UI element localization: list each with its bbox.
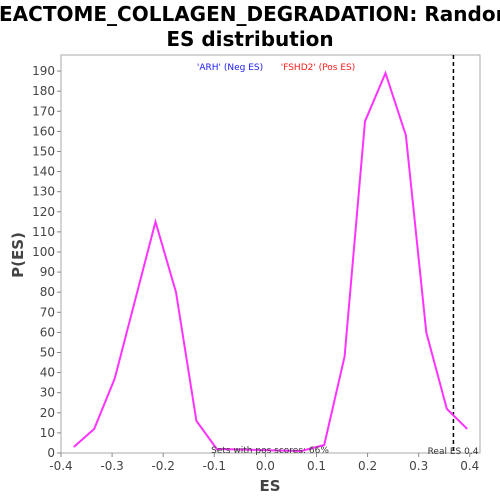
y-tick-label: 40 xyxy=(40,366,55,380)
x-tick-label: -0.1 xyxy=(203,459,226,473)
y-tick-label: 170 xyxy=(32,104,55,118)
x-axis: -0.4 -0.3 -0.2 -0.1 0.0 0.1 0.2 0.3 0.4 xyxy=(49,453,479,473)
x-tick-label: 0.4 xyxy=(460,459,479,473)
y-tick-label: 140 xyxy=(32,165,55,179)
y-tick-label: 150 xyxy=(32,144,55,158)
y-tick-label: 120 xyxy=(32,205,55,219)
x-tick-label: -0.2 xyxy=(151,459,174,473)
y-tick-label: 90 xyxy=(40,265,55,279)
x-tick-label: 0.0 xyxy=(256,459,275,473)
y-tick-label: 50 xyxy=(40,345,55,359)
y-tick-label: 180 xyxy=(32,84,55,98)
y-tick-label: 110 xyxy=(32,225,55,239)
chart-title-line1: REACTOME_COLLAGEN_DEGRADATION: Random xyxy=(0,2,500,26)
x-tick-label: 0.2 xyxy=(358,459,377,473)
y-tick-label: 10 xyxy=(40,426,55,440)
plot-area xyxy=(60,54,481,454)
y-tick-label: 100 xyxy=(32,245,55,259)
sets-with-pos-scores-label: Sets with pos scores: 66% xyxy=(211,446,329,456)
y-tick-label: 30 xyxy=(40,386,55,400)
y-axis: 0 10 20 30 40 50 60 70 80 90 100 110 120 130 140 150 160… xyxy=(32,64,61,460)
es-distribution-line xyxy=(73,70,468,453)
x-tick-label: -0.4 xyxy=(49,459,72,473)
y-tick-label: 190 xyxy=(32,64,55,78)
y-tick-label: 130 xyxy=(32,185,55,199)
chart-title-line2: ES distribution xyxy=(166,27,333,51)
x-axis-label: ES xyxy=(259,477,280,495)
y-tick-label: 160 xyxy=(32,124,55,138)
y-tick-label: 80 xyxy=(40,285,55,299)
real-es-label: Real ES 0.4 xyxy=(428,447,479,457)
x-tick-label: -0.3 xyxy=(100,459,123,473)
x-tick-label: 0.1 xyxy=(307,459,326,473)
y-tick-label: 60 xyxy=(40,325,55,339)
neg-es-label: 'ARH' (Neg ES) xyxy=(197,63,263,73)
y-tick-label: 0 xyxy=(47,446,55,460)
x-tick-label: 0.3 xyxy=(409,459,428,473)
y-axis-label: P(ES) xyxy=(9,232,27,278)
y-tick-label: 20 xyxy=(40,406,55,420)
y-tick-label: 70 xyxy=(40,305,55,319)
pos-es-label: 'FSHD2' (Pos ES) xyxy=(281,63,356,73)
